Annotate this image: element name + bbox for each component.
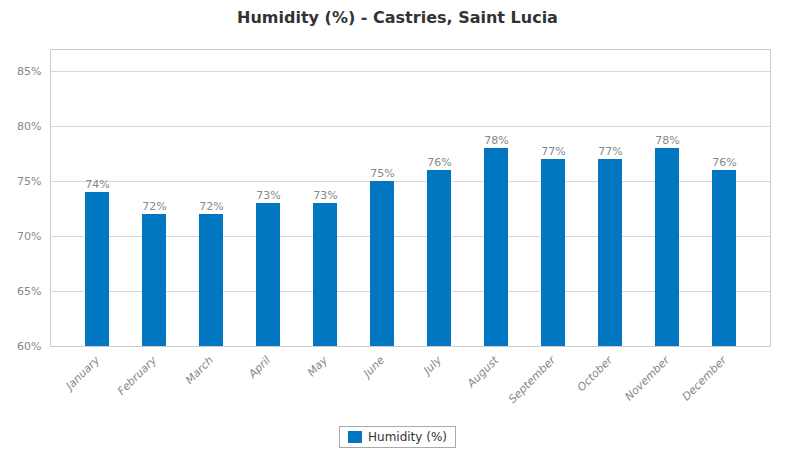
svg-text:77%: 77%: [541, 145, 565, 158]
svg-text:April: April: [245, 354, 273, 382]
svg-text:75%: 75%: [370, 167, 394, 180]
svg-text:73%: 73%: [313, 189, 337, 202]
svg-text:80%: 80%: [17, 120, 41, 133]
svg-text:72%: 72%: [142, 200, 166, 213]
svg-text:October: October: [575, 353, 616, 394]
svg-text:June: June: [360, 354, 388, 382]
svg-text:65%: 65%: [17, 285, 41, 298]
svg-text:60%: 60%: [17, 340, 41, 353]
svg-text:January: January: [62, 353, 102, 393]
svg-text:70%: 70%: [17, 230, 41, 243]
html-text:Humidity (%): Humidity (%): [368, 430, 447, 444]
svg-text:March: March: [183, 354, 216, 387]
svg-text:78%: 78%: [484, 134, 508, 147]
svg-text:September: September: [506, 353, 559, 406]
svg-text:December: December: [680, 353, 731, 404]
svg-text:77%: 77%: [598, 145, 622, 158]
svg-text:August: August: [464, 353, 502, 391]
svg-text:74%: 74%: [85, 178, 109, 191]
svg-text:85%: 85%: [17, 65, 41, 78]
svg-text:February: February: [115, 353, 159, 397]
svg-text:72%: 72%: [199, 200, 223, 213]
svg-text:July: July: [420, 353, 445, 378]
svg-text:76%: 76%: [427, 156, 451, 169]
svg-text:November: November: [622, 353, 673, 404]
html-text:Humidity (%) - Castries, Saint: Humidity (%) - Castries, Saint Lucia: [237, 8, 558, 27]
svg-text:73%: 73%: [256, 189, 280, 202]
svg-text:May: May: [305, 353, 331, 379]
svg-text:75%: 75%: [17, 175, 41, 188]
svg-text:78%: 78%: [655, 134, 679, 147]
svg-text:76%: 76%: [712, 156, 736, 169]
